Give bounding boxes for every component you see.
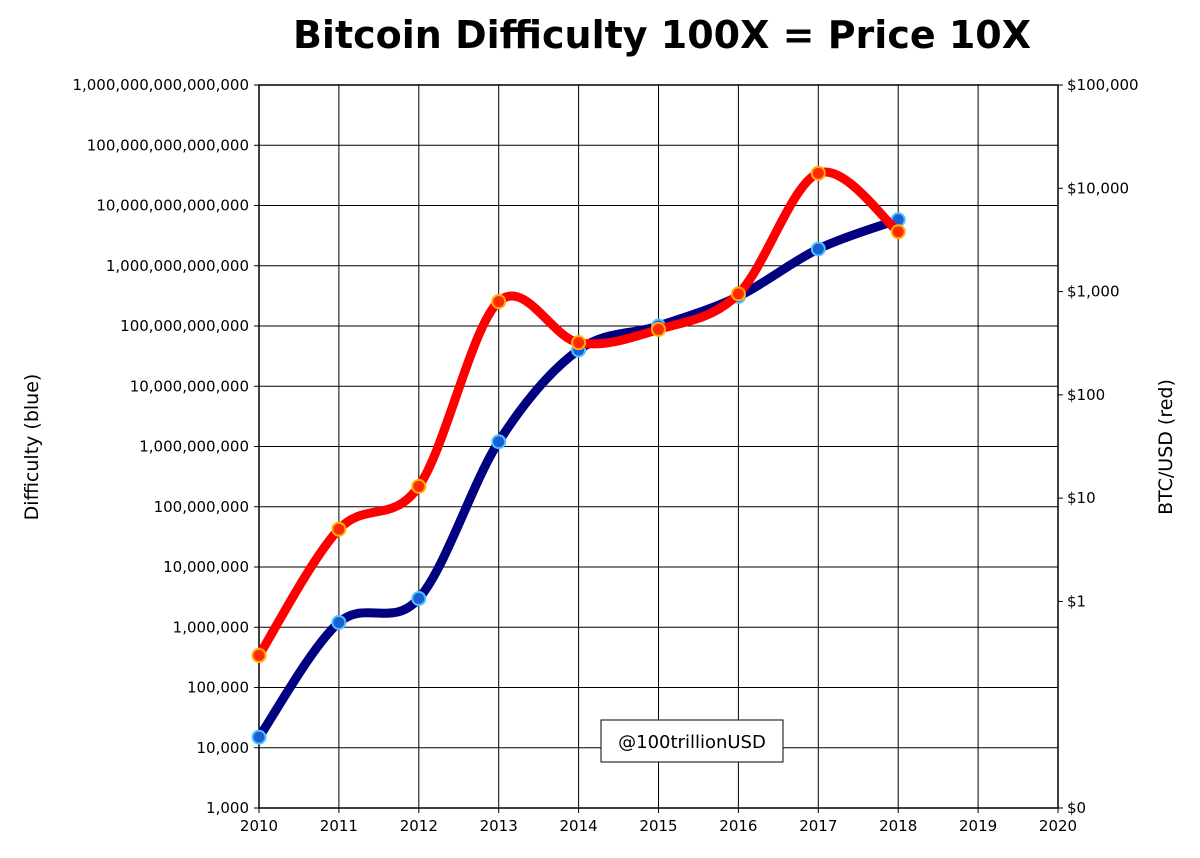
series-line xyxy=(254,167,903,660)
right-tick-label: $0 xyxy=(1067,799,1086,817)
data-point xyxy=(491,434,507,450)
price-series xyxy=(251,165,906,663)
left-tick-label: 100,000,000 xyxy=(154,498,249,516)
right-axis-tick-labels: $0 $1 $10 $100 $1,000 $10,000 $100,000 xyxy=(1067,76,1139,817)
left-axis-label: Difficulty (blue) xyxy=(21,374,43,521)
right-tick-label: $10 xyxy=(1067,489,1096,507)
x-tick-label: 2019 xyxy=(959,817,997,835)
data-point xyxy=(810,241,826,257)
x-tick-label: 2012 xyxy=(400,817,438,835)
data-point xyxy=(810,165,826,181)
data-point xyxy=(331,614,347,630)
series-layer xyxy=(251,165,906,745)
left-tick-label: 1,000,000,000,000,000 xyxy=(72,76,249,94)
left-tick-label: 1,000 xyxy=(206,799,249,817)
data-point xyxy=(251,729,267,745)
left-tick-label: 100,000 xyxy=(187,679,249,697)
annotation-box: @100trillionUSD xyxy=(600,719,784,763)
right-tick-label: $10,000 xyxy=(1067,179,1129,197)
left-tick-label: 10,000 xyxy=(197,739,250,757)
right-tick-label: $100,000 xyxy=(1067,76,1139,94)
right-tick-label: $100 xyxy=(1067,386,1105,404)
left-tick-label: 100,000,000,000 xyxy=(120,317,249,335)
left-tick-label: 1,000,000,000 xyxy=(139,438,249,456)
x-tick-label: 2020 xyxy=(1039,817,1077,835)
data-point xyxy=(411,591,427,607)
left-tick-label: 10,000,000 xyxy=(163,558,249,576)
x-tick-label: 2013 xyxy=(480,817,518,835)
x-tick-label: 2016 xyxy=(719,817,757,835)
chart-title: Bitcoin Difficulty 100X = Price 10X xyxy=(293,13,1031,57)
data-point xyxy=(571,335,587,351)
x-tick-label: 2015 xyxy=(639,817,677,835)
data-point xyxy=(491,294,507,310)
left-tick-label: 10,000,000,000,000 xyxy=(96,197,249,215)
x-tick-label: 2018 xyxy=(879,817,917,835)
grid xyxy=(254,84,1063,813)
data-point xyxy=(331,521,347,537)
series-line xyxy=(254,215,903,742)
left-tick-label: 10,000,000,000 xyxy=(130,377,249,395)
left-axis-tick-labels: 1,000 10,000 100,000 1,000,000 10,000,000 100… xyxy=(72,76,249,817)
annotation-text: @100trillionUSD xyxy=(618,732,766,753)
left-tick-label: 1,000,000 xyxy=(173,618,249,636)
left-tick-label: 1,000,000,000,000 xyxy=(106,257,249,275)
data-point xyxy=(411,478,427,494)
x-tick-labels: 2010 2011 2012 2013 2014 2015 2016 2017 2018 2019… xyxy=(240,817,1077,835)
x-tick-label: 2010 xyxy=(240,817,278,835)
left-tick-label: 100,000,000,000,000 xyxy=(87,136,249,154)
x-tick-label: 2011 xyxy=(320,817,358,835)
right-axis-label: BTC/USD (red) xyxy=(1155,379,1177,515)
data-point xyxy=(651,321,666,337)
x-tick-label: 2014 xyxy=(560,817,598,835)
data-point xyxy=(730,286,746,302)
x-tick-label: 2017 xyxy=(799,817,837,835)
right-tick-label: $1 xyxy=(1067,592,1086,610)
right-tick-label: $1,000 xyxy=(1067,283,1120,301)
data-point xyxy=(890,224,906,240)
data-point xyxy=(251,647,267,663)
